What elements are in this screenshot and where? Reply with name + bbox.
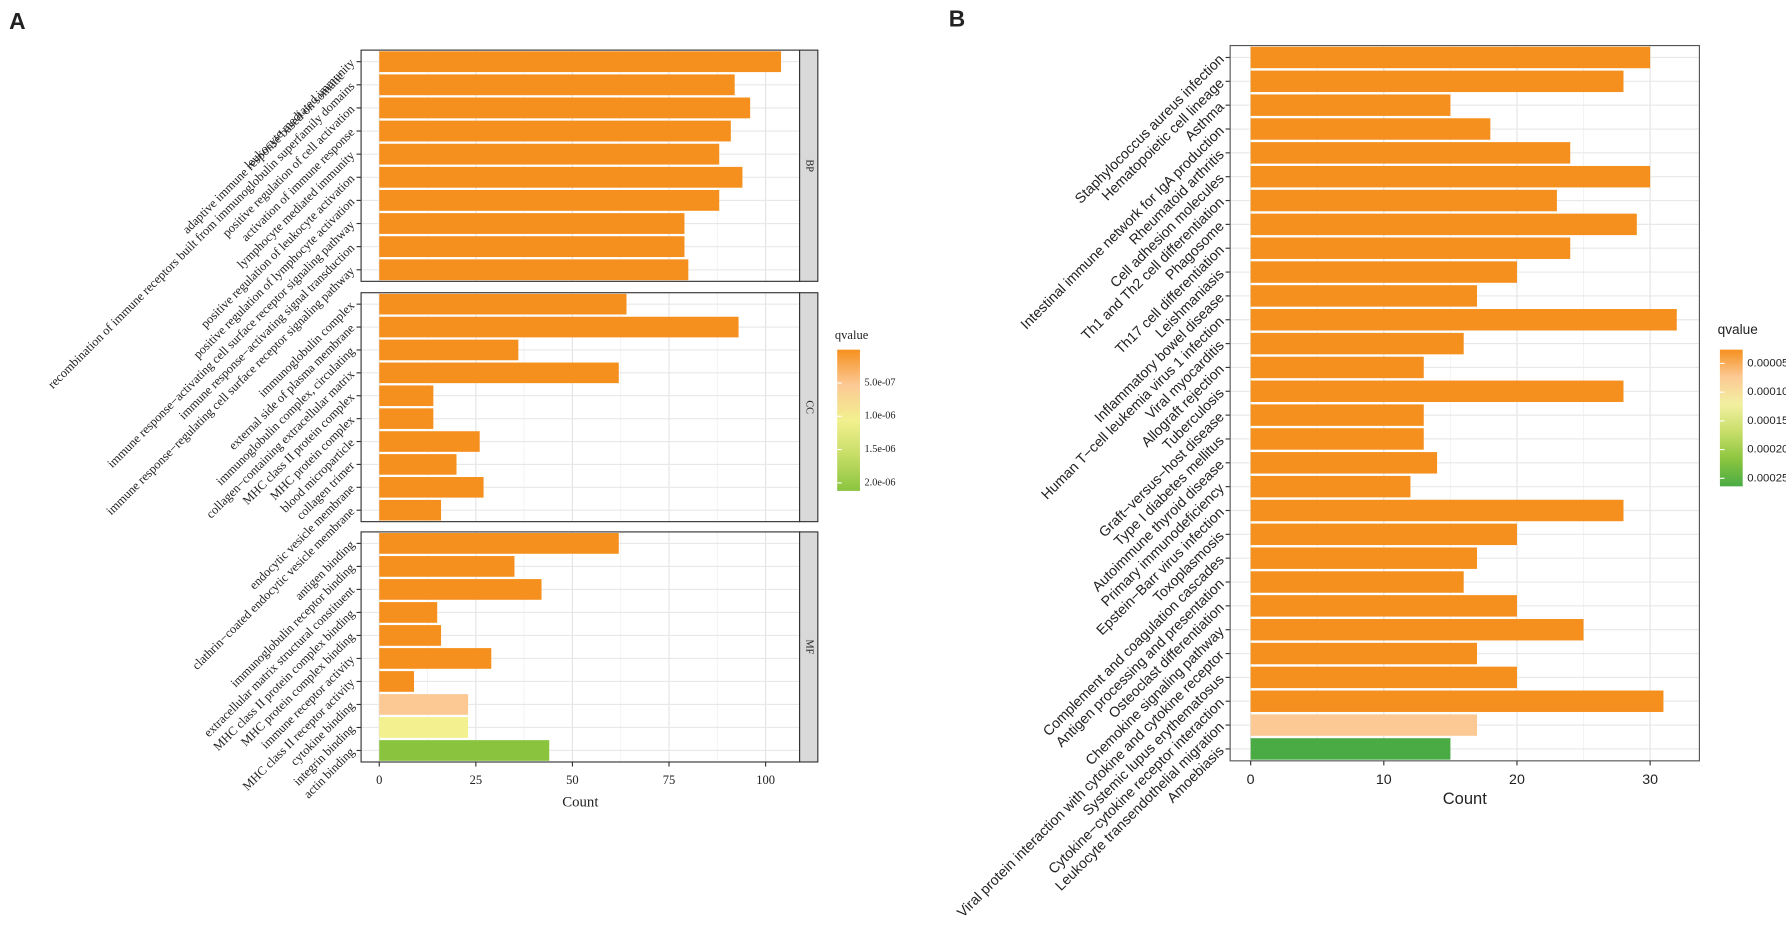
- bar: [379, 602, 438, 623]
- bar: [1250, 142, 1571, 164]
- legend-tick-label: 0.00020: [1747, 444, 1786, 456]
- bar: [379, 671, 415, 692]
- bar: [379, 717, 469, 738]
- x-tick-label: 30: [1642, 772, 1658, 788]
- facet-label: CC: [803, 400, 814, 414]
- bar: [1250, 189, 1557, 212]
- facet-strip: [799, 49, 819, 282]
- bar: [1250, 595, 1517, 617]
- x-tick-label: 100: [756, 773, 775, 787]
- legend-tick-label: 5.0e-07: [865, 377, 896, 388]
- bar: [1250, 618, 1584, 641]
- bar: [379, 385, 434, 407]
- bar: [1250, 70, 1624, 93]
- x-tick-label: 25: [470, 773, 483, 787]
- x-tick-label: 50: [566, 773, 579, 787]
- bar: [379, 579, 542, 600]
- x-axis-title: Count: [562, 794, 599, 810]
- bar: [379, 499, 442, 521]
- bar: [379, 477, 484, 498]
- x-axis-title: Count: [1443, 790, 1487, 808]
- bar: [1250, 332, 1464, 355]
- bar: [1250, 452, 1438, 474]
- x-tick-label: 20: [1509, 772, 1525, 788]
- bar: [1250, 118, 1491, 140]
- bar: [379, 143, 720, 165]
- bar: [379, 556, 515, 577]
- x-tick-label: 0: [376, 773, 382, 787]
- bar: [379, 362, 619, 384]
- bar: [1250, 404, 1424, 426]
- bar: [1250, 380, 1624, 403]
- bar: [379, 213, 685, 234]
- facet-strip: [799, 292, 819, 523]
- bar: [379, 339, 519, 361]
- bar: [1250, 571, 1464, 593]
- bar: [379, 625, 442, 646]
- bar: [379, 166, 743, 188]
- legend-tick-label: 1.5e-06: [865, 444, 896, 455]
- facet-strip: [799, 531, 819, 763]
- bar: [1250, 738, 1451, 760]
- bar: [1250, 237, 1571, 259]
- bar: [379, 454, 457, 475]
- x-tick-label: 75: [663, 773, 676, 787]
- bar: [1250, 547, 1478, 569]
- bar: [1250, 714, 1478, 736]
- bar: [1250, 46, 1651, 69]
- bar: [1250, 94, 1451, 116]
- bar: [379, 648, 492, 669]
- bar: [379, 190, 720, 211]
- legend-colorbar: [1719, 349, 1743, 487]
- bar: [1250, 523, 1517, 546]
- legend-colorbar: [837, 349, 860, 491]
- bar: [379, 408, 434, 429]
- bar: [379, 51, 782, 73]
- legend-title: qvalue: [835, 328, 869, 342]
- bar: [1250, 285, 1478, 307]
- bar: [1250, 165, 1651, 188]
- bar: [379, 120, 731, 142]
- bar: [379, 293, 627, 315]
- bar: [379, 740, 550, 761]
- plot-border: [1229, 44, 1700, 762]
- bar: [379, 259, 689, 281]
- legend-tick-label: 0.00005: [1747, 357, 1786, 369]
- facet-label: MF: [803, 640, 814, 655]
- bar: [379, 431, 480, 452]
- bar: [379, 533, 619, 554]
- legend-title: qvalue: [1718, 322, 1758, 337]
- facet-label: BP: [803, 159, 814, 172]
- bar: [1250, 261, 1517, 283]
- bar: [1250, 213, 1637, 236]
- bar: [1250, 499, 1624, 522]
- x-tick-label: 0: [1247, 772, 1255, 788]
- panel-label: A: [9, 8, 25, 34]
- bar: [379, 97, 751, 119]
- bar: [379, 236, 685, 258]
- legend-tick-label: 2.0e-06: [865, 477, 896, 488]
- bar: [1250, 309, 1677, 331]
- bar: [379, 74, 735, 96]
- legend-tick-label: 1.0e-06: [865, 411, 896, 422]
- bar: [1250, 475, 1411, 498]
- panel-label: B: [949, 6, 965, 32]
- bar: [379, 694, 469, 715]
- bar: [379, 316, 739, 338]
- bar: [1250, 428, 1424, 450]
- bar: [1250, 690, 1664, 712]
- legend-tick-label: 0.00025: [1747, 472, 1786, 484]
- plot-background: [1230, 45, 1700, 761]
- legend-tick-label: 0.00015: [1747, 415, 1786, 427]
- x-tick-label: 10: [1376, 772, 1392, 788]
- bar: [1250, 356, 1424, 379]
- bar: [1250, 666, 1517, 689]
- legend-tick-label: 0.00010: [1747, 386, 1786, 398]
- bar: [1250, 642, 1478, 665]
